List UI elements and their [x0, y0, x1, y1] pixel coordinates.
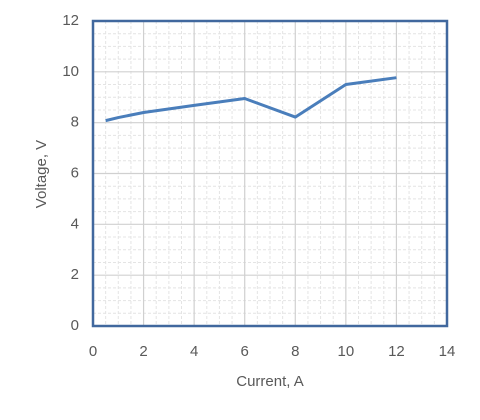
x-tick-label: 0 — [89, 343, 97, 360]
x-axis-label: Current, A — [236, 373, 304, 390]
x-tick-label: 6 — [241, 343, 249, 360]
x-tick-label: 8 — [291, 343, 299, 360]
x-tick-label: 14 — [439, 343, 456, 360]
y-tick-label: 6 — [71, 164, 79, 181]
plot-frame — [91, 19, 449, 328]
y-tick-label: 2 — [71, 266, 79, 283]
x-tick-label: 4 — [190, 343, 198, 360]
y-tick-label: 10 — [62, 63, 79, 80]
y-tick-label: 12 — [62, 12, 79, 29]
y-tick-label: 0 — [71, 317, 79, 334]
y-tick-label: 4 — [71, 215, 79, 232]
y-tick-label: 8 — [71, 114, 79, 131]
x-tick-label: 2 — [139, 343, 147, 360]
x-tick-label: 10 — [338, 343, 355, 360]
x-tick-label: 12 — [388, 343, 405, 360]
y-axis-label: Voltage, V — [33, 140, 50, 208]
data-line — [105, 76, 397, 123]
